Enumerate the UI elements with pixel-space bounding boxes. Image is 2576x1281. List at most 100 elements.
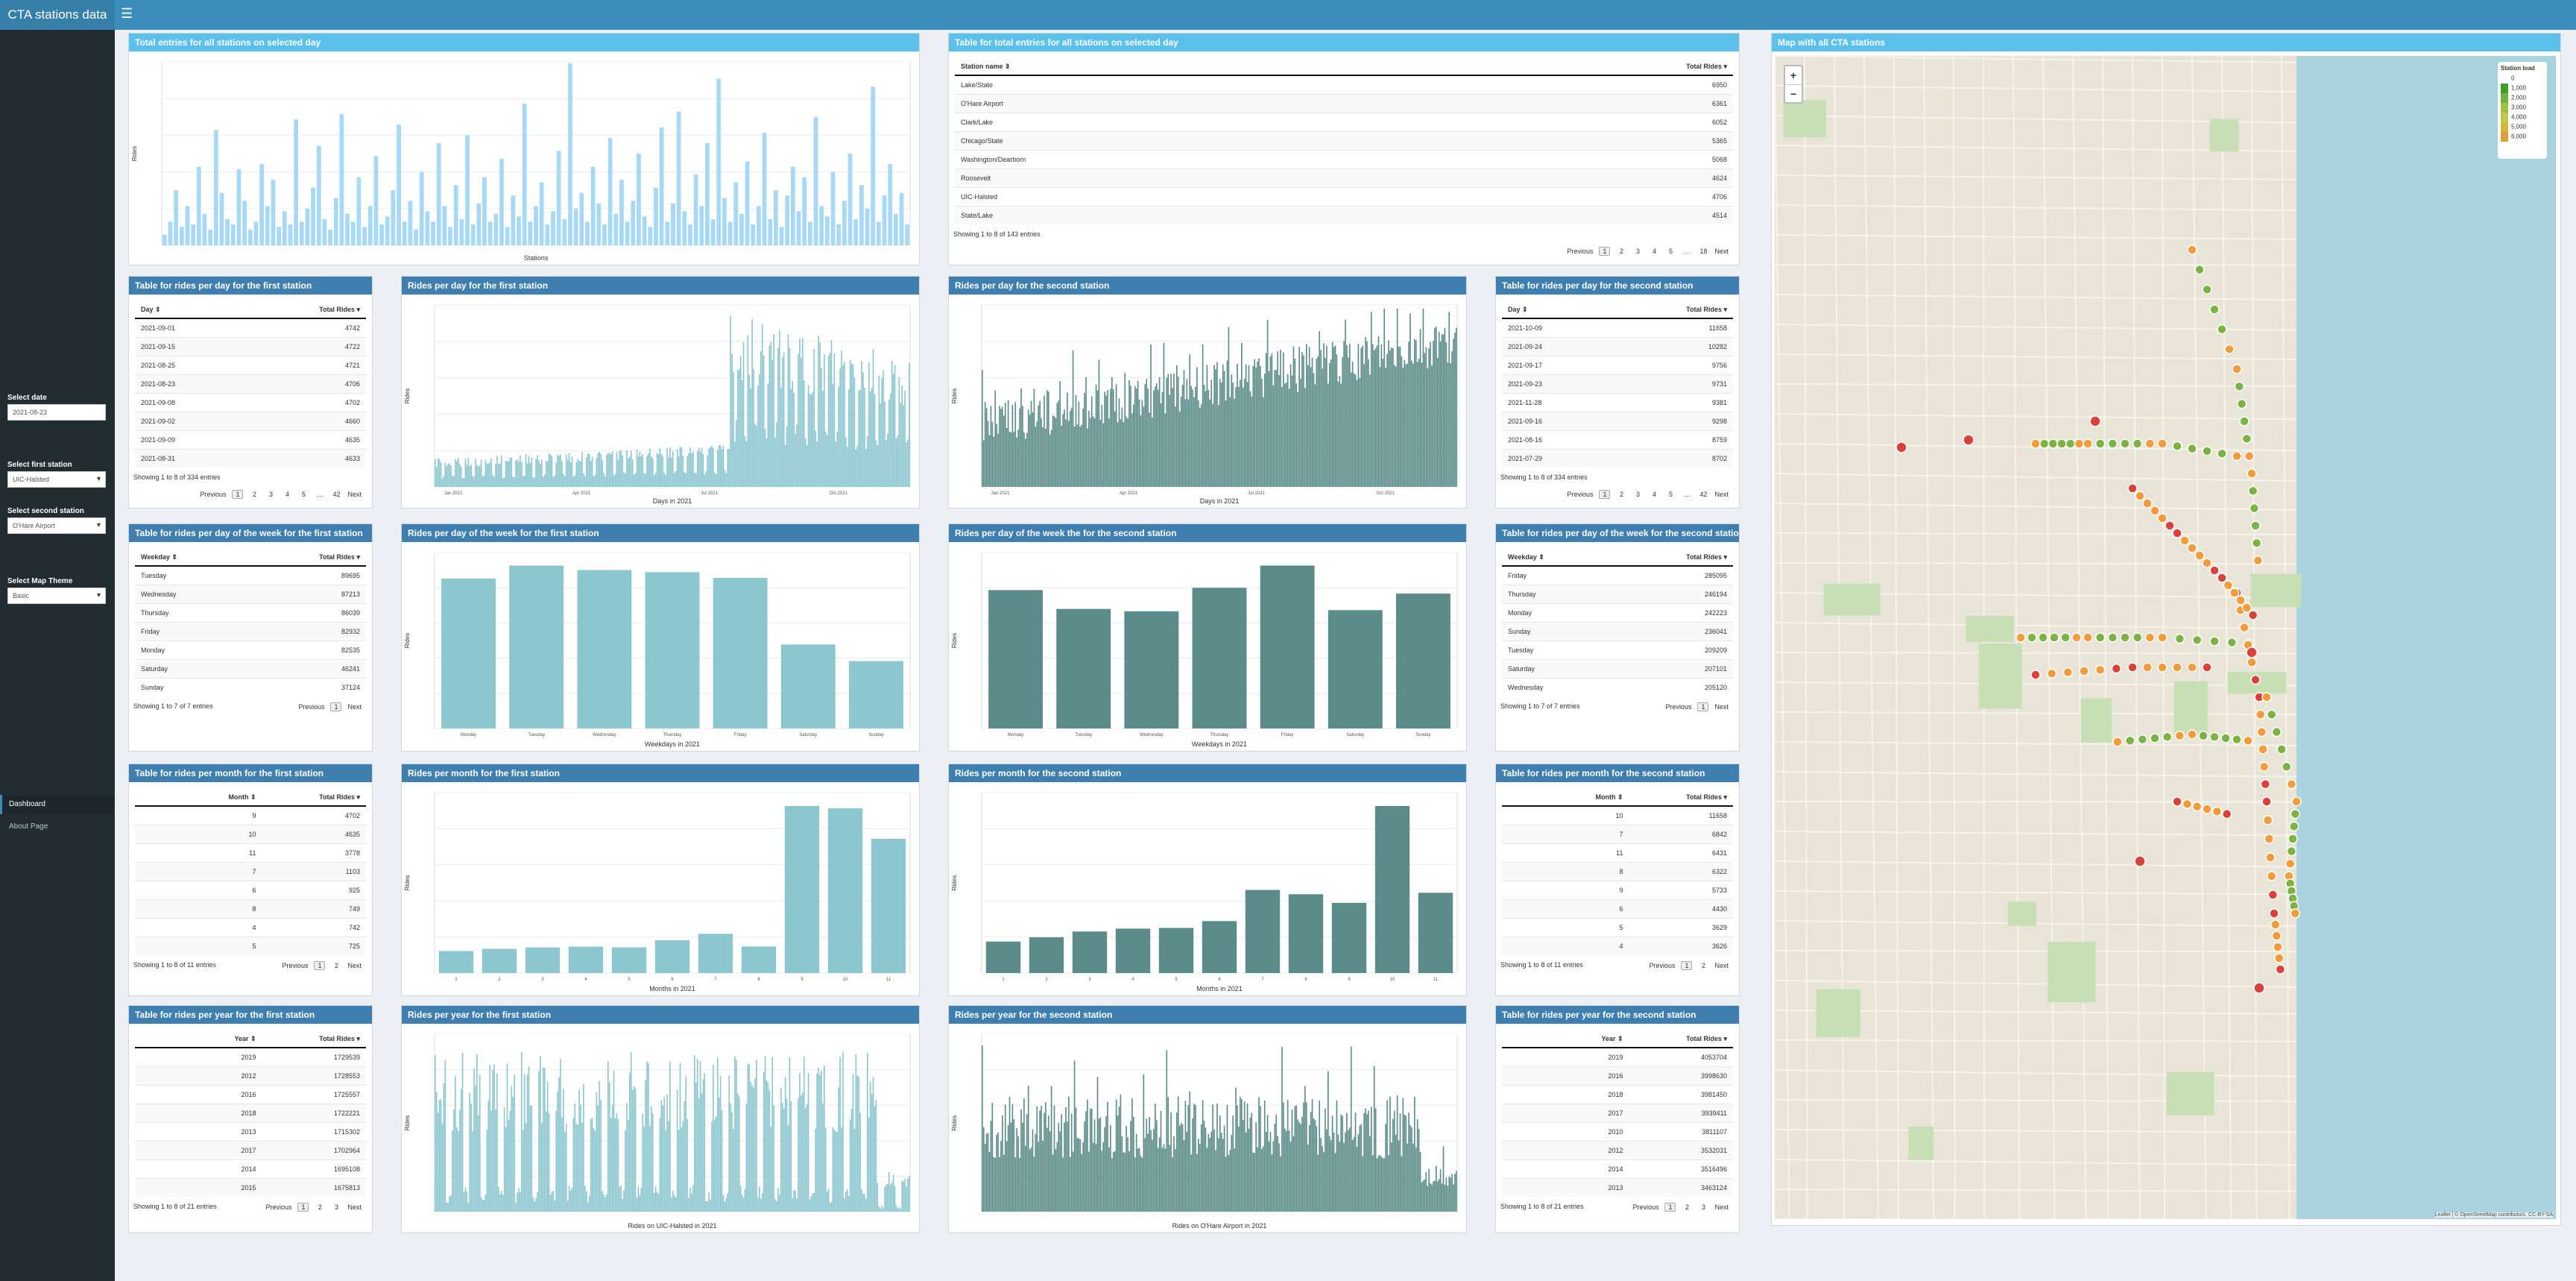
station-marker[interactable] xyxy=(2083,438,2093,449)
station-marker[interactable] xyxy=(2030,438,2041,449)
station-marker[interactable] xyxy=(2276,744,2287,755)
next-button[interactable]: Next xyxy=(347,491,362,498)
previous-button[interactable]: Previous xyxy=(1665,703,1692,711)
station-marker[interactable] xyxy=(2187,245,2197,255)
col-header-total-rides[interactable]: Total Rides ▾ xyxy=(242,302,366,319)
page-button[interactable]: 5 xyxy=(1668,248,1673,255)
table-row[interactable]: Roosevelt 4624 xyxy=(955,168,1733,187)
station-marker[interactable] xyxy=(2255,709,2266,720)
station-marker[interactable] xyxy=(2157,513,2168,523)
station-marker[interactable] xyxy=(2266,709,2277,720)
station-marker[interactable] xyxy=(2250,520,2261,531)
map-theme-select[interactable]: Basic xyxy=(7,588,106,604)
table-row[interactable]: 2021-10-09 11658 xyxy=(1502,318,1733,337)
table-row[interactable]: 11 6431 xyxy=(1502,843,1733,862)
station-marker[interactable] xyxy=(2209,731,2220,743)
page-button[interactable]: 1 xyxy=(1599,247,1611,256)
page-button[interactable]: 3 xyxy=(1635,491,1640,498)
station-marker[interactable] xyxy=(2271,931,2282,941)
station-marker[interactable] xyxy=(2243,735,2253,746)
table-row[interactable]: 2021-09-15 4722 xyxy=(135,336,366,356)
station-marker[interactable] xyxy=(2132,632,2143,643)
station-marker[interactable] xyxy=(2071,632,2082,643)
station-marker[interactable] xyxy=(2266,871,2277,881)
table-row[interactable]: 2015 1675813 xyxy=(135,1177,366,1197)
station-marker[interactable] xyxy=(2142,498,2153,509)
station-marker[interactable] xyxy=(2202,558,2212,568)
table-row[interactable]: 2021-09-09 4635 xyxy=(135,429,366,449)
station-marker[interactable] xyxy=(2241,433,2253,444)
table-row[interactable]: 2021-09-16 9298 xyxy=(1502,411,1733,430)
table-row[interactable]: Wednesday 87213 xyxy=(135,584,366,603)
page-button[interactable]: 4 xyxy=(285,491,289,498)
table-row[interactable]: 2021-08-23 4706 xyxy=(135,374,366,393)
previous-button[interactable]: Previous xyxy=(282,962,309,969)
page-button[interactable]: 3 xyxy=(1701,1203,1705,1211)
table-row[interactable]: State/Lake 4514 xyxy=(955,205,1733,224)
station-marker[interactable] xyxy=(2260,778,2271,790)
station-marker[interactable] xyxy=(2172,528,2182,538)
second-station-select[interactable]: O'Hare Airport xyxy=(7,517,106,534)
table-row[interactable]: 2012 1728553 xyxy=(135,1066,366,1085)
station-marker[interactable] xyxy=(2223,580,2234,591)
table-row[interactable]: 4 742 xyxy=(135,917,366,937)
page-button[interactable]: 5 xyxy=(301,491,306,498)
page-button[interactable]: 3 xyxy=(268,491,273,498)
station-marker[interactable] xyxy=(2286,846,2297,857)
table-row[interactable]: 11 3778 xyxy=(135,843,366,862)
table-row[interactable]: 2017 3939411 xyxy=(1502,1103,1733,1122)
station-marker[interactable] xyxy=(2275,964,2286,975)
table-row[interactable]: 2021-09-17 9756 xyxy=(1502,355,1733,374)
station-marker[interactable] xyxy=(2187,662,2197,673)
station-marker[interactable] xyxy=(2290,808,2301,819)
previous-button[interactable]: Previous xyxy=(265,1203,292,1211)
station-marker[interactable] xyxy=(2144,438,2156,449)
station-marker[interactable] xyxy=(2015,632,2026,643)
table-row[interactable]: 2016 3998630 xyxy=(1502,1066,1733,1085)
col-header-total-rides[interactable]: Total Rides ▾ xyxy=(1416,59,1733,76)
table-row[interactable]: 10 4635 xyxy=(135,824,366,843)
station-marker[interactable] xyxy=(2209,304,2220,315)
table-row[interactable]: 10 11658 xyxy=(1502,805,1733,825)
station-marker[interactable] xyxy=(2229,588,2240,598)
station-marker[interactable] xyxy=(2247,468,2257,479)
table-row[interactable]: Sunday 37124 xyxy=(135,677,366,696)
station-marker[interactable] xyxy=(2244,450,2255,462)
station-marker[interactable] xyxy=(2258,761,2270,772)
table-row[interactable]: 2021-09-01 4742 xyxy=(135,318,366,337)
station-marker[interactable] xyxy=(2094,438,2106,449)
col-header[interactable]: Year ⇕ xyxy=(135,1031,262,1048)
table-row[interactable]: 2014 3516496 xyxy=(1502,1159,1733,1178)
page-button[interactable]: 4 xyxy=(1652,491,1656,498)
station-marker[interactable] xyxy=(2281,761,2292,772)
station-marker[interactable] xyxy=(2202,284,2212,295)
station-marker[interactable] xyxy=(2134,855,2146,867)
station-marker[interactable] xyxy=(2290,908,2301,919)
station-marker[interactable] xyxy=(2187,543,2197,553)
station-marker[interactable] xyxy=(2127,483,2138,494)
col-header-total-rides[interactable]: Total Rides ▾ xyxy=(1629,790,1733,807)
station-marker[interactable] xyxy=(2062,667,2074,678)
station-marker[interactable] xyxy=(2273,942,2283,952)
station-marker[interactable] xyxy=(2220,733,2231,743)
station-marker[interactable] xyxy=(2250,674,2261,685)
col-header[interactable]: Day ⇕ xyxy=(1502,302,1610,319)
page-button[interactable]: 2 xyxy=(252,491,256,498)
table-row[interactable]: Sunday 236041 xyxy=(1502,621,1733,640)
station-marker[interactable] xyxy=(2094,632,2106,643)
station-marker[interactable] xyxy=(2074,438,2085,449)
page-button[interactable]: 1 xyxy=(1681,961,1693,970)
previous-button[interactable]: Previous xyxy=(200,491,227,498)
station-marker[interactable] xyxy=(2239,622,2250,633)
station-marker[interactable] xyxy=(2135,491,2145,501)
table-row[interactable]: Wednesday 205120 xyxy=(1502,677,1733,696)
station-marker[interactable] xyxy=(2191,801,2203,812)
page-button[interactable]: 2 xyxy=(334,962,338,969)
table-row[interactable]: 2021-08-16 8759 xyxy=(1502,429,1733,449)
hamburger-icon[interactable]: ☰ xyxy=(121,6,133,21)
station-marker[interactable] xyxy=(2221,808,2232,819)
station-marker[interactable] xyxy=(2083,632,2093,643)
station-marker[interactable] xyxy=(2191,635,2203,646)
station-marker[interactable] xyxy=(2209,565,2220,576)
station-marker[interactable] xyxy=(1963,434,1974,446)
